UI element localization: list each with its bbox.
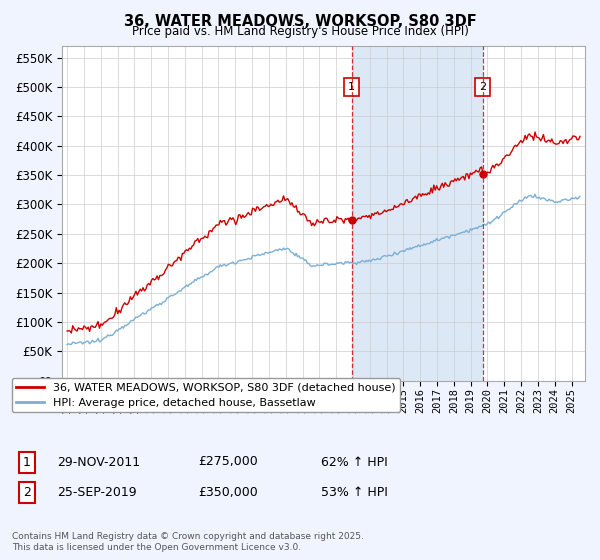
Legend: 36, WATER MEADOWS, WORKSOP, S80 3DF (detached house), HPI: Average price, detach: 36, WATER MEADOWS, WORKSOP, S80 3DF (det… xyxy=(11,378,400,412)
Text: £275,000: £275,000 xyxy=(198,455,258,469)
Text: Contains HM Land Registry data © Crown copyright and database right 2025.
This d: Contains HM Land Registry data © Crown c… xyxy=(12,532,364,552)
Text: 1: 1 xyxy=(23,455,31,469)
Text: 25-SEP-2019: 25-SEP-2019 xyxy=(57,486,137,500)
Text: 29-NOV-2011: 29-NOV-2011 xyxy=(57,455,140,469)
Text: Price paid vs. HM Land Registry's House Price Index (HPI): Price paid vs. HM Land Registry's House … xyxy=(131,25,469,38)
Bar xyxy=(352,46,483,381)
Text: 62% ↑ HPI: 62% ↑ HPI xyxy=(321,455,388,469)
Text: 1: 1 xyxy=(348,82,355,92)
Text: £350,000: £350,000 xyxy=(198,486,258,500)
Text: 53% ↑ HPI: 53% ↑ HPI xyxy=(321,486,388,500)
Text: 2: 2 xyxy=(479,82,487,92)
Text: 2: 2 xyxy=(23,486,31,500)
Text: 36, WATER MEADOWS, WORKSOP, S80 3DF: 36, WATER MEADOWS, WORKSOP, S80 3DF xyxy=(124,14,476,29)
